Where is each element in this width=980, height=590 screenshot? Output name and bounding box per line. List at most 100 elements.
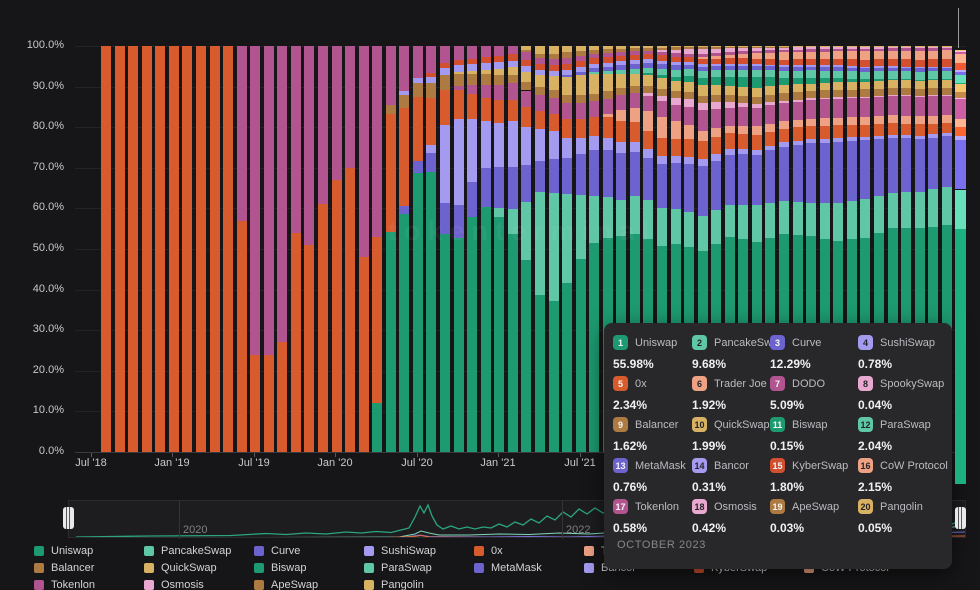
bar[interactable] (385, 46, 396, 452)
bar[interactable] (480, 46, 491, 452)
bar-segment (806, 46, 817, 48)
legend-swatch (474, 546, 484, 556)
bar[interactable] (412, 46, 423, 452)
bar[interactable] (250, 46, 261, 452)
bar[interactable] (494, 46, 505, 452)
bar[interactable] (562, 46, 572, 452)
bar-segment (534, 70, 545, 76)
bar[interactable] (168, 46, 179, 452)
bar[interactable] (534, 46, 545, 452)
bar-segment (521, 52, 532, 60)
legend-swatch (364, 563, 374, 573)
y-axis-label: 10.0% (32, 404, 64, 417)
legend-swatch (364, 546, 374, 556)
legend-item-apeswap[interactable]: ApeSwap (254, 579, 318, 590)
bar-segment (575, 138, 586, 155)
bar[interactable] (236, 46, 247, 452)
y-axis-label: 40.0% (32, 282, 64, 295)
legend-item-balancer[interactable]: Balancer (34, 562, 94, 574)
bar-segment (860, 59, 871, 67)
bar-segment (602, 98, 613, 114)
bar[interactable] (209, 46, 220, 452)
legend-item-sushiswap[interactable]: SushiSwap (364, 545, 436, 557)
bar-segment (629, 63, 640, 70)
legend-item-0x[interactable]: 0x (474, 545, 503, 557)
bar[interactable] (263, 46, 274, 452)
bar-segment (412, 172, 423, 452)
bar-segment (697, 54, 708, 58)
bar[interactable] (548, 46, 559, 452)
bar[interactable] (575, 46, 586, 452)
bar[interactable] (277, 46, 288, 452)
navigator-right-handle[interactable] (955, 507, 966, 529)
bar-segment (548, 53, 559, 59)
tooltip-protocol-name: ApeSwap (792, 500, 840, 513)
bar-segment (914, 46, 925, 49)
navigator-left-handle[interactable] (63, 507, 74, 529)
tooltip-entry-spookyswap: 8 SpookySwap 0.04% (858, 376, 952, 412)
bar[interactable] (358, 46, 369, 452)
bar[interactable] (507, 46, 518, 452)
bar-segment (819, 66, 830, 71)
bar[interactable] (182, 46, 193, 452)
bar[interactable] (521, 46, 532, 452)
bar[interactable] (290, 46, 301, 452)
legend-item-paraswap[interactable]: ParaSwap (364, 562, 432, 574)
bar[interactable] (453, 46, 464, 452)
bar[interactable] (128, 46, 139, 452)
bar-segment (494, 100, 505, 124)
tooltip-entry-metamask: 13 MetaMask 0.76% (613, 458, 701, 494)
legend-item-metamask[interactable]: MetaMask (474, 562, 542, 574)
bar-segment (806, 77, 817, 84)
bar[interactable] (304, 46, 315, 452)
bar-segment (684, 163, 695, 212)
bar-segment (819, 70, 830, 79)
bar-segment (751, 96, 762, 105)
bar-segment (467, 85, 478, 94)
bar[interactable] (114, 46, 125, 452)
bar-segment (697, 95, 708, 103)
bar[interactable] (155, 46, 166, 452)
bar[interactable] (467, 46, 478, 452)
legend-item-quickswap[interactable]: QuickSwap (144, 562, 217, 574)
bar[interactable] (318, 46, 328, 452)
tooltip-entry-kyberswap: 15 KyberSwap 1.80% (770, 458, 858, 494)
bar[interactable] (372, 46, 383, 452)
bar-segment (467, 93, 478, 119)
bar-segment (873, 116, 884, 125)
bar[interactable] (195, 46, 206, 452)
bar-segment (860, 66, 871, 68)
tooltip-protocol-name: Trader Joe (714, 377, 767, 390)
bar[interactable] (331, 46, 342, 452)
bar-segment (562, 52, 572, 59)
tooltip-protocol-value: 0.03% (770, 521, 805, 535)
bar[interactable] (141, 46, 152, 452)
bar-segment (643, 50, 654, 55)
legend-item-curve[interactable]: Curve (254, 545, 300, 557)
legend-item-pancakeswap[interactable]: PancakeSwap (144, 545, 231, 557)
bar[interactable] (589, 46, 600, 452)
bar-segment (562, 74, 572, 77)
tooltip-entry-uniswap: 1 Uniswap 55.98% (613, 335, 701, 371)
bar-segment (860, 136, 871, 141)
legend-item-biswap[interactable]: Biswap (254, 562, 306, 574)
bar-segment (738, 46, 749, 47)
bar-segment (860, 97, 871, 118)
bar[interactable] (223, 46, 233, 452)
highlighted-bar-oct-2023[interactable] (955, 50, 967, 484)
bar-segment (412, 96, 423, 161)
bar-segment (711, 66, 722, 71)
bar-segment (453, 60, 464, 66)
legend-item-osmosis[interactable]: Osmosis (144, 579, 204, 590)
legend-item-pangolin[interactable]: Pangolin (364, 579, 424, 590)
bar-segment (860, 68, 871, 72)
bar-segment (819, 51, 830, 60)
bar[interactable] (101, 46, 111, 452)
legend-item-tokenlon[interactable]: Tokenlon (34, 579, 95, 590)
bar[interactable] (345, 46, 356, 452)
bar[interactable] (426, 46, 437, 452)
bar[interactable] (399, 46, 410, 452)
bar-segment (358, 46, 369, 258)
legend-item-uniswap[interactable]: Uniswap (34, 545, 93, 557)
bar[interactable] (440, 46, 450, 452)
